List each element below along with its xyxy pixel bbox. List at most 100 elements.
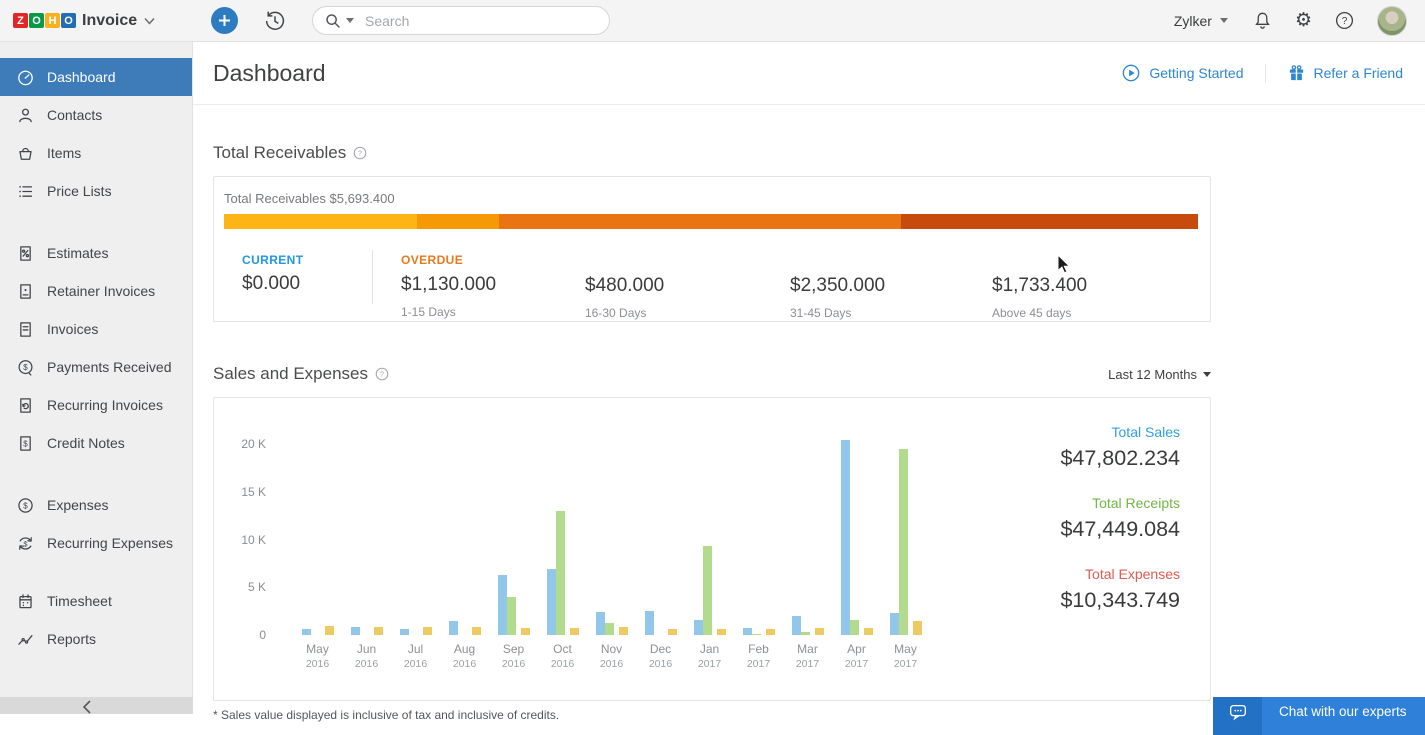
sales-bar[interactable] [399, 629, 409, 635]
sales-bar[interactable] [889, 613, 899, 635]
expenses-bar[interactable] [471, 627, 481, 635]
bar-group-feb-2017[interactable] [734, 628, 783, 635]
bar-group-aug-2016[interactable] [440, 620, 489, 635]
chevron-left-icon [82, 700, 91, 714]
sidebar-item-label: Timesheet [47, 593, 112, 609]
sidebar-item-label: Reports [47, 631, 97, 647]
sidebar-collapse-bar[interactable] [0, 697, 193, 714]
sidebar-item-price-lists[interactable]: Price Lists [0, 172, 192, 210]
bar-group-may-2016[interactable] [293, 626, 342, 635]
receipts-bar[interactable] [702, 546, 712, 635]
expenses-bar[interactable] [324, 626, 334, 635]
sidebar-item-retainer-invoices[interactable]: Retainer Invoices [0, 272, 192, 310]
expenses-bar[interactable] [422, 627, 432, 635]
receivables-amount: $1,130.000 [401, 274, 497, 295]
sales-bar[interactable] [301, 629, 311, 635]
receipts-bar[interactable] [800, 632, 810, 635]
summary-label: Total Receipts [1092, 495, 1180, 511]
sidebar-item-contacts[interactable]: Contacts [0, 96, 192, 134]
user-avatar[interactable] [1377, 5, 1407, 36]
aging-segment-31-45-days[interactable] [499, 214, 902, 229]
receipts-bar[interactable] [555, 510, 565, 635]
sales-bar[interactable] [546, 569, 556, 635]
notifications-bell-icon[interactable] [1252, 10, 1273, 32]
bar-group-dec-2016[interactable] [636, 611, 685, 635]
quick-create-button[interactable] [211, 7, 238, 34]
bar-group-jul-2016[interactable] [391, 627, 440, 635]
sidebar-item-reports[interactable]: Reports [0, 620, 192, 658]
org-switcher[interactable]: Zylker [1174, 13, 1228, 29]
bar-group-mar-2017[interactable] [783, 615, 832, 635]
search-scope-caret-icon[interactable] [346, 18, 354, 23]
bar-group-nov-2016[interactable] [587, 612, 636, 635]
recent-history-icon[interactable] [263, 9, 287, 33]
receivables-column-31-45-days: $2,350.000 31-45 Days [790, 250, 992, 320]
sidebar-item-timesheet[interactable]: Timesheet [0, 582, 192, 620]
global-search[interactable] [312, 6, 610, 35]
sidebar-item-credit-notes[interactable]: $ Credit Notes [0, 424, 192, 462]
sales-bar[interactable] [448, 620, 458, 635]
search-icon[interactable] [325, 13, 341, 29]
aging-segment-1-15-days[interactable] [224, 214, 418, 229]
sidebar-item-recurring-expenses[interactable]: $ Recurring Expenses [0, 524, 192, 562]
receipts-bar[interactable] [506, 596, 516, 635]
help-icon[interactable]: ? [1334, 10, 1355, 31]
bar-group-apr-2017[interactable] [832, 440, 881, 635]
sales-bar[interactable] [840, 440, 850, 635]
year-label: 2016 [305, 658, 330, 670]
sales-bar[interactable] [693, 619, 703, 635]
bar-group-jun-2016[interactable] [342, 627, 391, 635]
chat-widget[interactable]: Chat with our experts [1213, 697, 1425, 735]
month-label: May [306, 642, 329, 656]
sidebar-item-recurring-invoices[interactable]: Recurring Invoices [0, 386, 192, 424]
receipts-bar[interactable] [604, 623, 614, 635]
sales-bar[interactable] [742, 628, 752, 635]
sidebar-item-invoices[interactable]: Invoices [0, 310, 192, 348]
expenses-bar[interactable] [667, 629, 677, 635]
expenses-bar[interactable] [912, 620, 922, 635]
receipts-bar[interactable] [898, 448, 908, 635]
svg-text:$: $ [23, 539, 28, 548]
sales-bar[interactable] [791, 615, 801, 635]
sidebar-item-dashboard[interactable]: Dashboard [0, 58, 192, 96]
refer-a-friend-link[interactable]: Refer a Friend [1264, 63, 1405, 83]
sales-bar[interactable] [595, 612, 605, 635]
x-axis-label-oct-2016: Oct 2016 [538, 642, 587, 670]
help-circle-icon[interactable]: ? [353, 146, 367, 160]
expenses-bar[interactable] [765, 628, 775, 635]
sidebar-item-payments-received[interactable]: $ Payments Received [0, 348, 192, 386]
bar-group-may-2017[interactable] [881, 448, 930, 635]
help-circle-icon[interactable]: ? [375, 367, 389, 381]
sales-bar[interactable] [497, 574, 507, 635]
expenses-bar[interactable] [814, 628, 824, 635]
expenses-bar[interactable] [569, 627, 579, 635]
receipts-bar[interactable] [849, 619, 859, 635]
expenses-bar[interactable] [716, 629, 726, 635]
getting-started-link[interactable]: Getting Started [1100, 63, 1264, 83]
price-lists-icon [17, 183, 34, 200]
sidebar-item-expenses[interactable]: $ Expenses [0, 486, 192, 524]
sales-bar[interactable] [350, 627, 360, 635]
sales-bar[interactable] [644, 611, 654, 635]
expenses-bar[interactable] [520, 627, 530, 635]
search-input[interactable] [363, 11, 563, 30]
expenses-bar[interactable] [863, 628, 873, 635]
expenses-bar[interactable] [373, 627, 383, 635]
period-selector[interactable]: Last 12 Months [1108, 367, 1211, 382]
settings-gear-icon[interactable]: ⚙ [1294, 9, 1312, 31]
sidebar-item-label: Estimates [47, 245, 109, 261]
bar-group-sep-2016[interactable] [489, 574, 538, 635]
sidebar-item-estimates[interactable]: Estimates [0, 234, 192, 272]
sidebar-item-items[interactable]: Items [0, 134, 192, 172]
recurring-expenses-icon: $ [17, 535, 34, 552]
svg-text:?: ? [380, 372, 384, 379]
bar-group-jan-2017[interactable] [685, 546, 734, 635]
aging-segment-above-45-days[interactable] [901, 214, 1198, 229]
aging-segment-16-30-days[interactable] [417, 214, 500, 229]
expenses-bar[interactable] [618, 627, 628, 635]
receipts-bar[interactable] [751, 634, 761, 635]
svg-text:?: ? [358, 151, 362, 158]
bar-group-oct-2016[interactable] [538, 510, 587, 635]
receivables-aging-bar[interactable] [224, 214, 1198, 229]
